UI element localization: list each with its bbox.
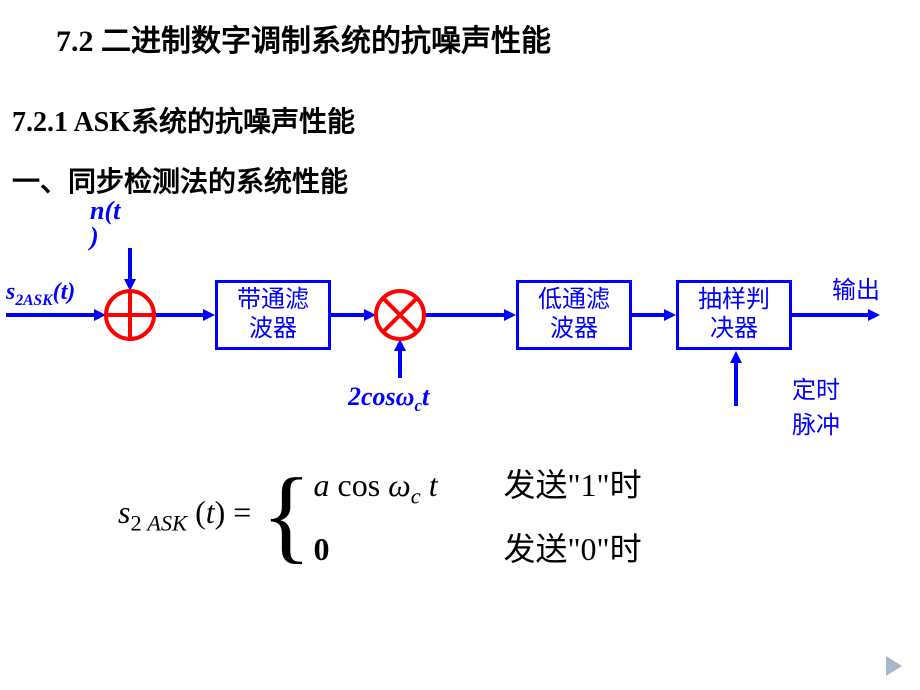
- next-slide-arrow-icon[interactable]: [886, 656, 902, 676]
- signal-input-label: s2ASK(t): [6, 279, 75, 310]
- lowpass-filter-block: 低通滤波器: [516, 280, 632, 350]
- title-main: 7.2 二进制数字调制系统的抗噪声性能: [56, 16, 551, 60]
- title-sub: 7.2.1 ASK系统的抗噪声性能: [12, 100, 355, 140]
- title-section: 一、同步检测法的系统性能: [12, 160, 348, 200]
- carrier-label: 2cosωct: [348, 382, 429, 416]
- bandpass-filter-block: 带通滤波器: [215, 280, 331, 350]
- output-label: 输出: [832, 270, 880, 305]
- noise-label: n(t): [90, 198, 120, 250]
- sample-decision-block: 抽样判决器: [676, 280, 792, 350]
- equation: s2 ASK (t) ={a cos ωc t发送"1"时0发送"0"时: [118, 460, 642, 570]
- timing-label: 定时脉冲: [792, 370, 840, 440]
